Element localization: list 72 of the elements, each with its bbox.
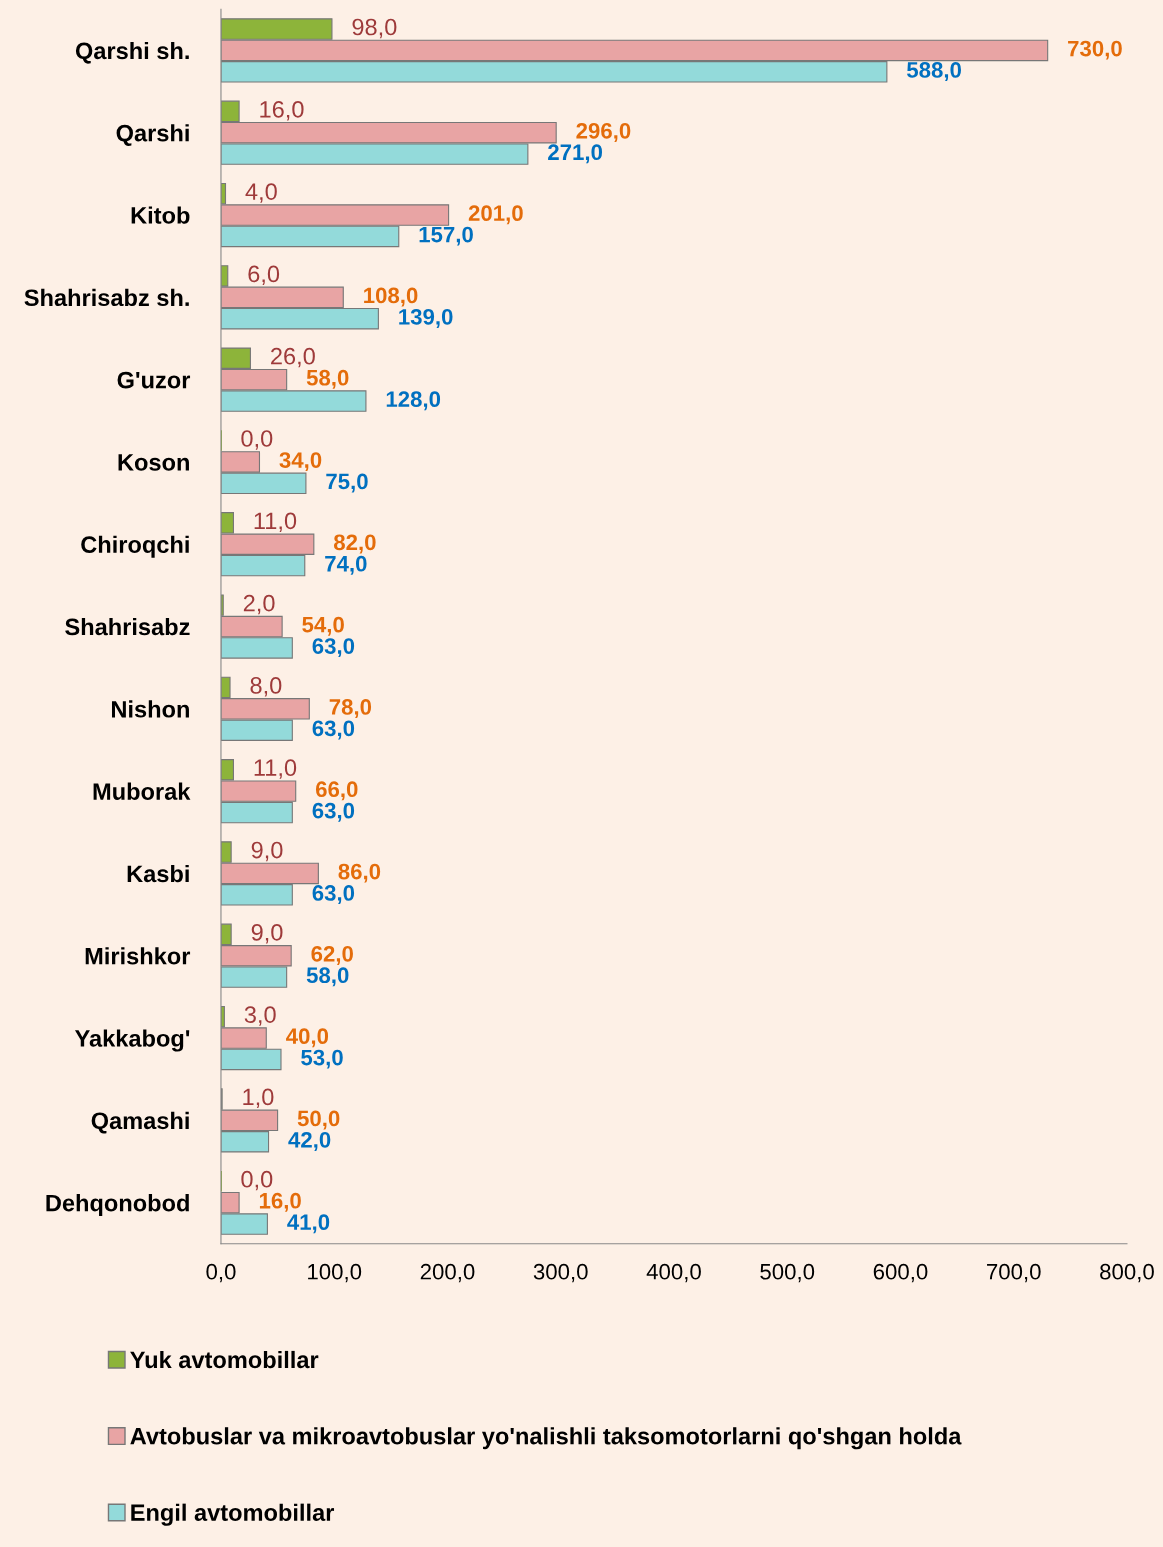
data-label: 41,0	[287, 1214, 330, 1234]
data-label: 296,0	[576, 122, 631, 142]
y-tick-label: Yakkabog'	[74, 1029, 190, 1052]
y-tick-label: Koson	[118, 454, 189, 471]
data-label: 74,0	[325, 555, 367, 575]
data-label: 9,0	[251, 923, 283, 944]
data-label: 63,0	[312, 885, 355, 905]
y-tick-label: Shahrisabz sh.	[24, 288, 189, 307]
x-tick-label: 400,0	[646, 1263, 701, 1283]
data-label: 3,0	[244, 1006, 276, 1026]
data-label: 98,0	[352, 18, 397, 39]
data-label: 82,0	[333, 534, 376, 554]
legend-label: Avtobuslar va mikroavtobuslar yo'nalishli taksomotorlarni qo'shgan holda	[130, 1427, 962, 1450]
x-tick-label: 200,0	[420, 1263, 475, 1283]
data-label: 1,0	[243, 1088, 274, 1109]
data-label: 75,0	[326, 473, 368, 493]
data-label: 4,0	[245, 183, 277, 203]
data-label: 58,0	[306, 369, 349, 389]
y-tick-label: Muborak	[93, 782, 191, 800]
data-label: 78,0	[329, 699, 372, 719]
data-label: 50,0	[297, 1110, 340, 1130]
x-tick-label: 300,0	[533, 1263, 588, 1283]
data-label: 16,0	[260, 100, 304, 121]
data-label: 588,0	[906, 62, 962, 82]
data-label: 2,0	[243, 594, 275, 615]
y-tick-label: Mirishkor	[85, 947, 191, 965]
x-tick-label: 500,0	[760, 1263, 815, 1283]
y-tick-label: Qamashi	[91, 1111, 189, 1134]
data-label: 42,0	[288, 1131, 331, 1151]
y-tick-label: Nishon	[111, 700, 189, 718]
x-tick-label: 700,0	[987, 1263, 1041, 1283]
data-label: 54,0	[302, 616, 344, 636]
data-label: 8,0	[250, 677, 282, 697]
data-label: 730,0	[1068, 40, 1122, 60]
data-label: 9,0	[251, 841, 283, 862]
y-tick-label: G'uzor	[117, 371, 191, 389]
data-label: 108,0	[364, 287, 418, 307]
data-label: 26,0	[271, 347, 315, 368]
data-label: 0,0	[241, 430, 273, 450]
y-tick-label: Qarshi sh.	[75, 41, 189, 64]
y-tick-label: Qarshi	[116, 124, 189, 146]
data-label: 0,0	[241, 1170, 273, 1191]
y-tick-label: Shahrisabz	[65, 617, 190, 636]
data-label: 66,0	[315, 781, 358, 801]
y-tick-label: Chiroqchi	[81, 535, 189, 558]
data-label: 40,0	[286, 1028, 329, 1048]
data-label: 11,0	[254, 759, 297, 779]
data-label: 128,0	[386, 391, 441, 411]
data-label: 58,0	[306, 967, 349, 987]
x-tick-label: 100,0	[308, 1263, 362, 1283]
legend-label: Engil avtomobillar	[131, 1503, 335, 1526]
data-label: 6,0	[248, 265, 280, 286]
data-label: 63,0	[312, 802, 355, 822]
data-label: 53,0	[301, 1049, 343, 1069]
y-tick-label: Kasbi	[127, 864, 189, 883]
data-label: 139,0	[399, 308, 453, 328]
x-tick-label: 800,0	[1100, 1263, 1154, 1283]
x-tick-label: 0,0	[206, 1263, 236, 1283]
y-tick-label: Kitob	[131, 206, 190, 224]
y-tick-label: Dehqonobod	[46, 1194, 189, 1217]
data-label: 34,0	[279, 452, 322, 472]
data-label: 16,0	[259, 1192, 301, 1212]
data-label: 62,0	[311, 945, 353, 965]
legend-label: Yuk avtomobillar	[130, 1350, 319, 1369]
data-label: 63,0	[312, 720, 355, 740]
data-label: 271,0	[548, 144, 603, 164]
data-label: 201,0	[468, 205, 523, 225]
x-tick-label: 600,0	[873, 1263, 928, 1283]
data-label: 157,0	[419, 226, 473, 246]
data-label: 11,0	[254, 512, 297, 532]
data-label: 63,0	[312, 638, 355, 658]
data-label: 86,0	[338, 863, 381, 883]
